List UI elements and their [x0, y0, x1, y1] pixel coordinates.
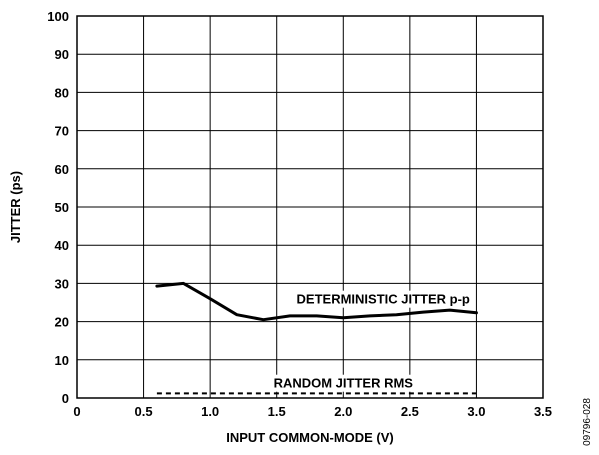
y-tick-label: 40 [55, 238, 69, 253]
y-tick-label: 0 [62, 391, 69, 406]
plot-frame [76, 15, 544, 399]
grid [76, 15, 544, 399]
y-axis-title: JITTER (ps) [8, 171, 23, 243]
deterministic-jitter-label: DETERMINISTIC JITTER p-p [297, 292, 470, 307]
deterministic-jitter-line [155, 281, 478, 322]
annotation-background [294, 290, 472, 308]
x-tick-label: 3.5 [534, 404, 552, 419]
y-tick-label: 30 [55, 276, 69, 291]
y-tick-label: 80 [55, 85, 69, 100]
x-tick-label: 1.0 [201, 404, 219, 419]
y-tick-label: 100 [47, 9, 69, 24]
y-tick-label: 90 [55, 47, 69, 62]
annotation-group: RANDOM JITTER RMS [271, 374, 416, 392]
series-layer [155, 281, 478, 395]
figure-id: 09796-028 [582, 398, 593, 446]
x-tick-label: 2.0 [334, 404, 352, 419]
y-tick-label: 70 [55, 124, 69, 139]
y-tick-labels: 0 10 20 30 40 50 60 70 80 90 100 [47, 9, 69, 406]
x-tick-label: 0.5 [135, 404, 153, 419]
random-jitter-label: RANDOM JITTER RMS [274, 376, 414, 391]
annotation-background [271, 374, 416, 392]
y-tick-label: 20 [55, 315, 69, 330]
x-tick-label: 3.0 [467, 404, 485, 419]
x-tick-label: 0 [73, 404, 80, 419]
x-tick-label: 1.5 [268, 404, 286, 419]
x-axis-title: INPUT COMMON-MODE (V) [226, 430, 394, 445]
annotation-group: DETERMINISTIC JITTER p-p [294, 290, 472, 308]
x-tick-labels: 0 0.5 1.0 1.5 2.0 2.5 3.0 3.5 [73, 404, 552, 419]
y-tick-label: 10 [55, 353, 69, 368]
x-tick-label: 2.5 [401, 404, 419, 419]
y-tick-label: 60 [55, 162, 69, 177]
y-tick-label: 50 [55, 200, 69, 215]
annotations: DETERMINISTIC JITTER p-p RANDOM JITTER RM… [271, 290, 472, 392]
